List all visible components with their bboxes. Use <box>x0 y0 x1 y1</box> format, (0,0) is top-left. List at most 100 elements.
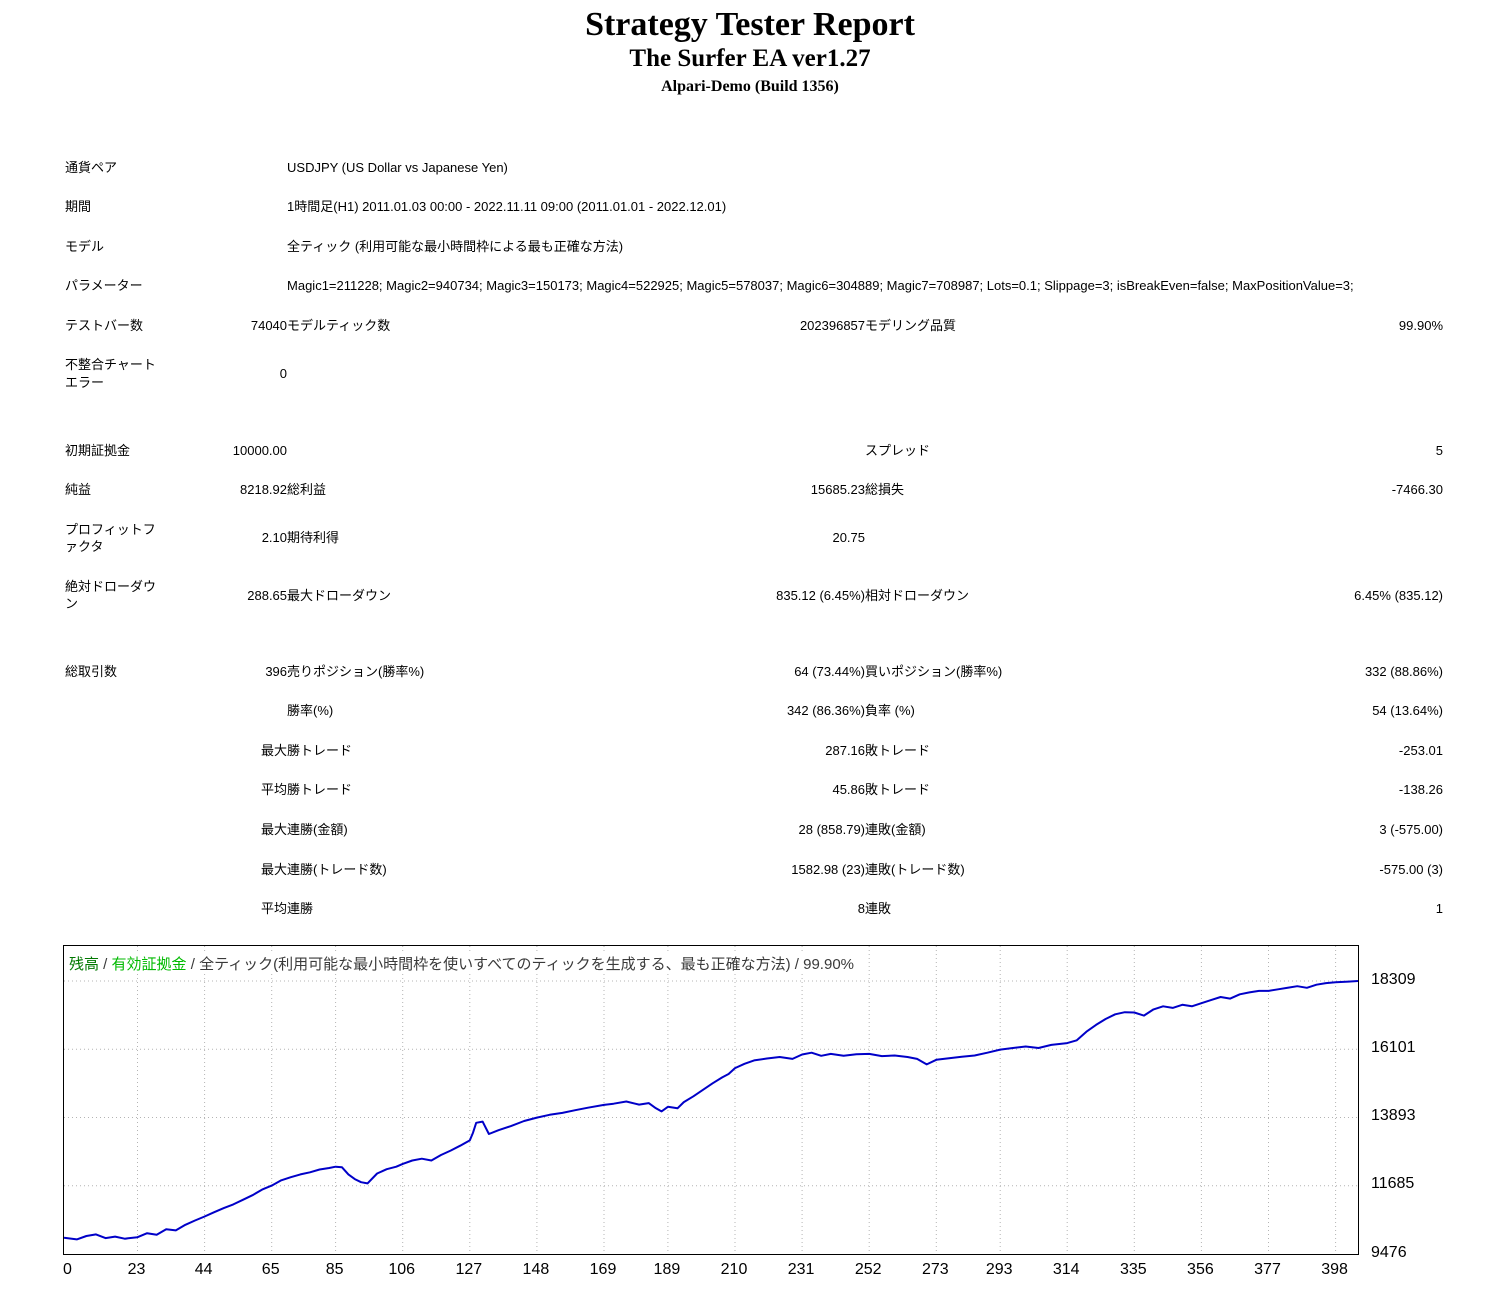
x-axis-label: 189 <box>653 1260 681 1278</box>
stat-qualifier: 最大 <box>261 822 288 838</box>
stat-value: 1時間足(H1) 2011.01.03 00:00 - 2022.11.11 0… <box>287 199 727 215</box>
stat-value: -575.00 (3) <box>1379 861 1444 877</box>
stat-value: 0 <box>279 366 288 382</box>
x-axis-label: 44 <box>194 1260 213 1278</box>
table-row: テストバー数 74040 モデルティック数 202396857 モデリング品質 … <box>65 306 1443 346</box>
table-row: 不整合チャートエラー 0 <box>65 345 1443 402</box>
y-axis-label: 9476 <box>1371 1243 1407 1261</box>
legend-item: 99.90% <box>803 955 854 973</box>
table-row: 純益 8218.92 総利益 15685.23 総損失 -7466.30 <box>65 470 1443 510</box>
legend-item: 全ティック(利用可能な最小時間枠を使いすべてのティックを生成する、最も正確な方法… <box>199 955 791 973</box>
stat-value: 8 <box>857 901 866 917</box>
stat-value: 3 (-575.00) <box>1379 822 1444 838</box>
balance-line-chart <box>64 945 1358 1254</box>
stat-label: 敗トレード <box>865 742 931 758</box>
legend-item: 残高 <box>69 955 100 973</box>
table-row: 絶対ドローダウン 288.65 最大ドローダウン 835.12 (6.45%) … <box>65 567 1443 624</box>
stat-qualifier: 平均 <box>261 901 288 917</box>
stat-value: 10000.00 <box>232 442 288 458</box>
stat-value: 全ティック (利用可能な最小時間枠による最も正確な方法) <box>287 238 624 254</box>
table-row: 通貨ペア USDJPY (US Dollar vs Japanese Yen) <box>65 148 1443 188</box>
stat-label: 勝トレード <box>287 742 353 758</box>
x-axis-label: 85 <box>325 1260 344 1278</box>
stat-value: 287.16 <box>825 742 866 758</box>
stat-label: 連敗 <box>865 901 892 917</box>
stat-label: パラメーター <box>65 278 143 294</box>
stat-label: 総利益 <box>287 482 327 498</box>
table-row: パラメーター Magic1=211228; Magic2=940734; Mag… <box>65 266 1443 306</box>
legend-separator: / <box>186 955 200 973</box>
x-axis-label: 231 <box>787 1260 815 1278</box>
stat-label: 連敗(トレード数) <box>865 861 965 877</box>
stat-label: 純益 <box>65 482 92 498</box>
stat-value: Magic1=211228; Magic2=940734; Magic3=150… <box>287 278 1354 294</box>
ea-name: The Surfer EA ver1.27 <box>629 45 871 73</box>
stat-label: 敗トレード <box>865 782 931 798</box>
x-axis-label: 210 <box>720 1260 748 1278</box>
stat-qualifier: 最大 <box>261 742 288 758</box>
stat-label: 勝率(%) <box>287 703 334 719</box>
table-row: 平均 連勝 8 連敗 1 <box>65 889 1443 929</box>
stat-label: 買いポジション(勝率%) <box>865 663 1003 679</box>
stat-qualifier: 平均 <box>261 782 288 798</box>
chart-legend: 残高 / 有効証拠金 / 全ティック(利用可能な最小時間枠を使いすべてのティック… <box>69 952 858 974</box>
stat-value: 28 (858.79) <box>798 822 866 838</box>
legend-separator: / <box>99 955 112 973</box>
stat-label: 初期証拠金 <box>65 442 131 458</box>
y-axis-label: 13893 <box>1371 1107 1416 1125</box>
stat-value: 74040 <box>250 317 288 333</box>
chart-plot-area: 残高 / 有効証拠金 / 全ティック(利用可能な最小時間枠を使いすべてのティック… <box>63 944 1359 1255</box>
stat-value: 835.12 (6.45%) <box>776 587 866 603</box>
stat-value: 1582.98 (23) <box>791 861 866 877</box>
y-axis-label: 16101 <box>1371 1038 1416 1056</box>
stat-label: プロフィットファクタ <box>65 521 156 555</box>
stat-label: 相対ドローダウン <box>865 587 970 603</box>
x-axis-label: 314 <box>1052 1260 1080 1278</box>
x-axis-label: 273 <box>921 1260 949 1278</box>
table-row: プロフィットファクタ 2.10 期待利得 20.75 <box>65 510 1443 567</box>
x-axis-label: 23 <box>127 1260 146 1278</box>
x-axis-label: 169 <box>589 1260 617 1278</box>
table-row: 最大 勝トレード 287.16 敗トレード -253.01 <box>65 731 1443 771</box>
stat-value: 2.10 <box>261 530 288 546</box>
legend-separator: / <box>790 955 804 973</box>
stat-value: 202396857 <box>799 317 866 333</box>
stat-label: 期待利得 <box>287 530 340 546</box>
table-row: 期間 1時間足(H1) 2011.01.03 00:00 - 2022.11.1… <box>65 187 1443 227</box>
stat-label: 売りポジション(勝率%) <box>287 663 425 679</box>
table-row: 勝率(%) 342 (86.36%) 負率 (%) 54 (13.64%) <box>65 691 1443 731</box>
stat-value: 8218.92 <box>240 482 288 498</box>
table-row: 最大 連勝(金額) 28 (858.79) 連敗(金額) 3 (-575.00) <box>65 810 1443 850</box>
stat-label: 勝トレード <box>287 782 353 798</box>
stat-value: -138.26 <box>1398 782 1444 798</box>
stat-value: 396 <box>265 663 288 679</box>
stat-value: 5 <box>1435 442 1444 458</box>
stat-value: USDJPY (US Dollar vs Japanese Yen) <box>287 159 508 175</box>
stat-value: 54 (13.64%) <box>1372 703 1444 719</box>
stat-value: 342 (86.36%) <box>786 703 866 719</box>
x-axis-label: 148 <box>522 1260 550 1278</box>
x-axis-label: 65 <box>261 1260 280 1278</box>
stat-label: 最大ドローダウン <box>287 587 392 603</box>
x-axis-label: 0 <box>63 1260 72 1278</box>
stat-value: 288.65 <box>247 587 288 603</box>
stats-table: 通貨ペア USDJPY (US Dollar vs Japanese Yen) … <box>65 148 1443 929</box>
stat-label: 連勝(金額) <box>287 822 348 838</box>
stat-value: -253.01 <box>1398 742 1444 758</box>
x-axis-label: 356 <box>1187 1260 1214 1278</box>
stat-label: モデリング品質 <box>865 317 957 333</box>
stat-value: -7466.30 <box>1391 482 1444 498</box>
stat-label: 連勝 <box>287 901 314 917</box>
x-axis-label: 398 <box>1321 1260 1348 1278</box>
report-title: Strategy Tester Report <box>585 6 915 43</box>
stat-value: 6.45% (835.12) <box>1354 587 1444 603</box>
table-row: 平均 勝トレード 45.86 敗トレード -138.26 <box>65 770 1443 810</box>
stat-label: 絶対ドローダウン <box>65 578 157 612</box>
stat-label: 不整合チャートエラー <box>65 357 156 391</box>
server-build: Alpari-Demo (Build 1356) <box>661 78 839 96</box>
balance-chart: 残高 / 有効証拠金 / 全ティック(利用可能な最小時間枠を使いすべてのティック… <box>63 944 1463 1295</box>
table-row: 初期証拠金 10000.00 スプレッド 5 <box>65 431 1443 471</box>
legend-item: 有効証拠金 <box>111 955 187 973</box>
stat-label: 期間 <box>65 199 92 215</box>
y-axis-label: 18309 <box>1371 970 1416 988</box>
